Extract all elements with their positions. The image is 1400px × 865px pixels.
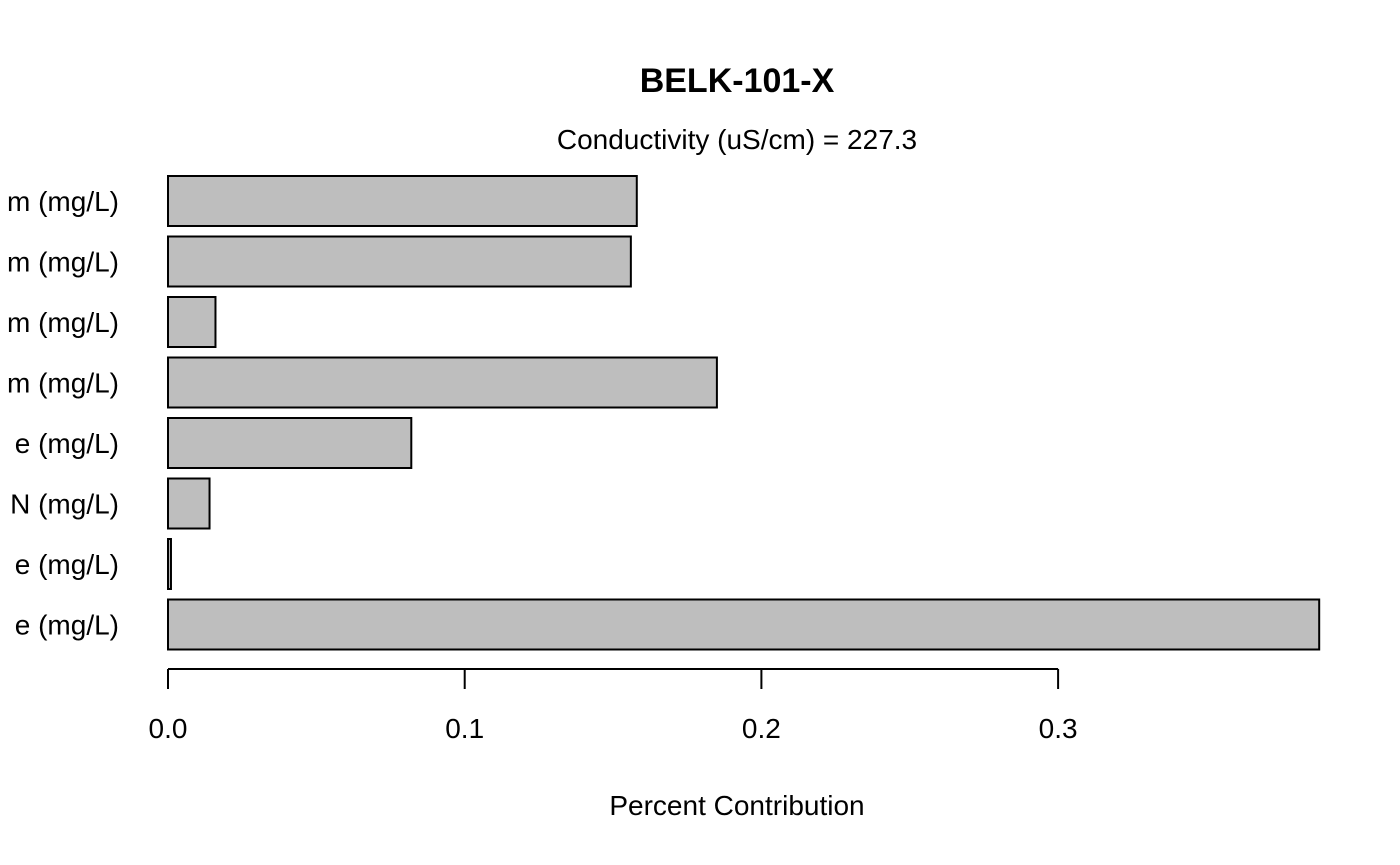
bar-3 [167,296,217,348]
y-tick-label-3: m (mg/L) [7,307,119,338]
x-axis-label: Percent Contribution [609,790,864,821]
x-tick-label-1: 0.0 [149,713,188,744]
bar-5 [167,417,413,469]
x-tick-label-2: 0.1 [445,713,484,744]
chart-subtitle: Conductivity (uS/cm) = 227.3 [557,124,917,155]
x-tick-label-4: 0.3 [1039,713,1078,744]
bar-8 [167,598,1321,651]
x-tick-label-3: 0.2 [742,713,781,744]
y-tick-label-2: m (mg/L) [7,247,119,278]
chart-title: BELK-101-X [640,62,835,100]
bar-4 [167,356,718,409]
bar-2 [167,235,632,288]
y-tick-label-7: e (mg/L) [15,549,119,580]
y-tick-label-6: N (mg/L) [10,489,119,520]
bar-1 [167,175,638,227]
bar-7 [167,538,172,590]
bar-6 [167,477,211,530]
y-tick-label-5: e (mg/L) [15,428,119,459]
y-tick-label-4: m (mg/L) [7,368,119,399]
x-axis: 0.0 0.1 0.2 0.3 [149,668,1078,744]
bars-group [167,175,1321,651]
y-tick-label-8: e (mg/L) [15,610,119,641]
y-tick-labels: m (mg/L) m (mg/L) m (mg/L) m (mg/L) e (mg/L)… [7,186,119,641]
y-tick-label-1: m (mg/L) [7,186,119,217]
